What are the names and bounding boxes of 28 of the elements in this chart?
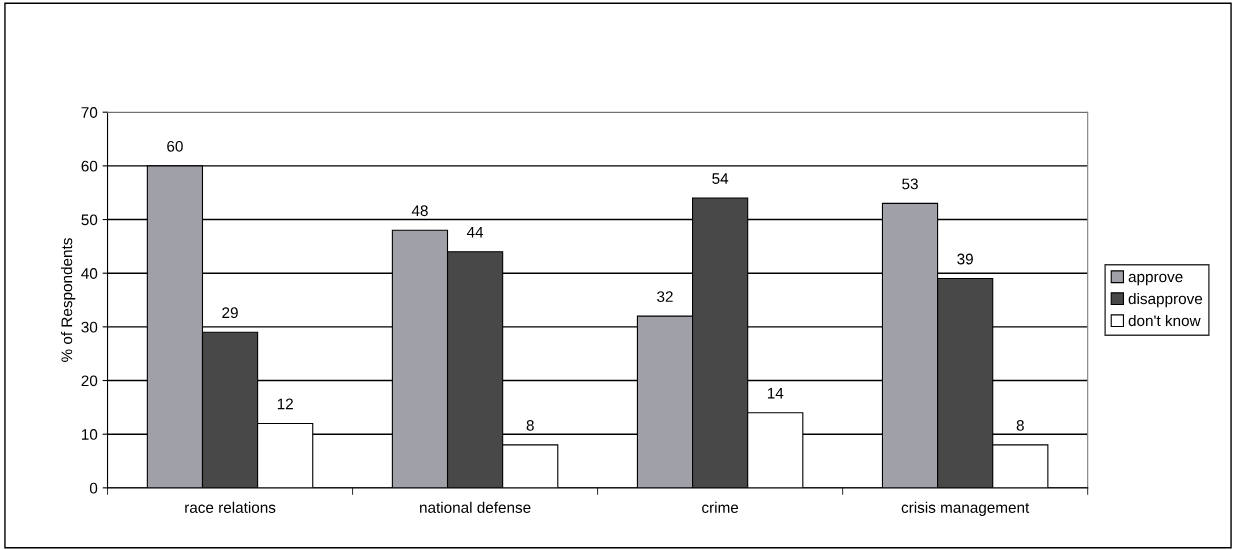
data-label: 12 bbox=[277, 398, 293, 410]
data-label: 29 bbox=[222, 307, 238, 319]
data-label: 39 bbox=[957, 253, 973, 265]
y-tick-label: 30 bbox=[81, 321, 98, 333]
data-label: 53 bbox=[902, 178, 918, 190]
data-label: 8 bbox=[526, 419, 534, 431]
data-label: 14 bbox=[767, 387, 784, 399]
y-tick-label: 60 bbox=[81, 160, 98, 172]
y-tick-label: 40 bbox=[81, 268, 98, 279]
data-label: 48 bbox=[411, 205, 428, 217]
x-tick-label: crime bbox=[702, 501, 739, 513]
y-tick-label: 50 bbox=[81, 214, 98, 226]
x-tick-label: crisis management bbox=[901, 501, 1030, 516]
y-tick-label: 0 bbox=[89, 482, 98, 494]
data-label: 8 bbox=[1016, 419, 1024, 431]
data-label: 32 bbox=[657, 291, 673, 302]
legend-label: approve bbox=[1128, 273, 1183, 286]
x-tick-label: race relations bbox=[185, 501, 276, 513]
legend-label: don't know bbox=[1128, 314, 1201, 327]
y-axis-title: % of Respondents bbox=[61, 238, 76, 362]
y-tick-label: 70 bbox=[81, 107, 98, 118]
data-label: 60 bbox=[167, 140, 183, 152]
y-tick-label: 20 bbox=[81, 375, 98, 387]
data-label: 54 bbox=[712, 173, 729, 184]
y-tick-label: 10 bbox=[81, 429, 98, 440]
data-label: 44 bbox=[466, 226, 484, 238]
legend-label: disapprove bbox=[1128, 292, 1203, 308]
x-tick-label: national defense bbox=[420, 501, 531, 513]
